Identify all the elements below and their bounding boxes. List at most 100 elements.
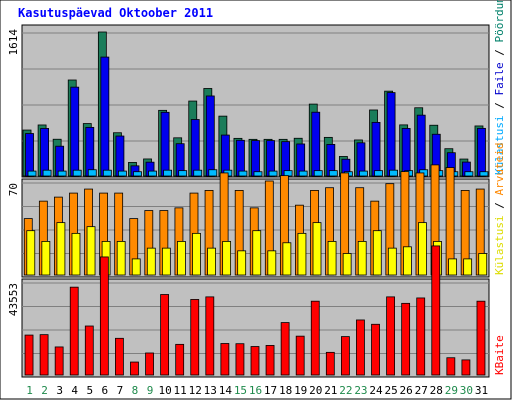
panel-max-label: 43553 bbox=[7, 283, 20, 316]
bar-k-lastusi-day-13 bbox=[208, 169, 218, 177]
bar-k-lastusi-day-24 bbox=[374, 170, 383, 177]
bar-kbaite-day-15 bbox=[235, 343, 245, 376]
x-axis: 1 2 3 4 5 6 7 8 9 10 11 12 13 14 15 16 17 18 19 20 21 22 23 24 2… bbox=[26, 384, 488, 397]
bar-kbaite-day-6 bbox=[99, 256, 109, 376]
bar-k-lastusi-day-14 bbox=[222, 241, 232, 276]
bar-k-lastusi-day-23 bbox=[359, 170, 368, 177]
bar-k-lastusi-day-5 bbox=[87, 169, 97, 177]
bar-k-lastusi-day-27 bbox=[418, 222, 427, 276]
panel-series-labels: Külastusi / Arvuteid bbox=[493, 143, 506, 275]
bar-kbaite-day-14 bbox=[220, 343, 230, 376]
x-tick-label: 17 bbox=[264, 384, 277, 397]
bar-faile-day-26 bbox=[401, 128, 411, 177]
bar-k-lastusi-day-2 bbox=[41, 241, 51, 276]
bar-kbaite-day-22 bbox=[340, 336, 350, 376]
bar-k-lastusi-day-31 bbox=[478, 253, 488, 276]
x-tick-label: 9 bbox=[147, 384, 154, 397]
bar-k-lastusi-day-30 bbox=[463, 258, 473, 276]
bar-k-lastusi-day-18 bbox=[282, 242, 292, 276]
bar-kbaite-day-8 bbox=[130, 361, 139, 376]
x-tick-label: 20 bbox=[309, 384, 322, 397]
bar-k-lastusi-day-5 bbox=[86, 226, 96, 276]
bar-kbaite-day-5 bbox=[84, 325, 94, 376]
bar-k-lastusi-day-21 bbox=[327, 241, 337, 276]
bar-kbaite-day-11 bbox=[175, 343, 185, 376]
x-tick-label: 13 bbox=[204, 384, 217, 397]
bar-faile-day-13 bbox=[205, 95, 215, 177]
panel-series-labels: Külastusi / Faile / Pöördumisi bbox=[493, 0, 506, 175]
x-tick-label: 15 bbox=[234, 384, 247, 397]
x-tick-label: 4 bbox=[71, 384, 78, 397]
bar-k-lastusi-day-7 bbox=[118, 170, 127, 177]
bar-kbaite-day-3 bbox=[54, 346, 64, 376]
series-label: / bbox=[493, 196, 506, 216]
bar-faile-day-20 bbox=[311, 111, 321, 177]
bar-faile-day-16 bbox=[251, 140, 260, 177]
bar-faile-day-4 bbox=[70, 86, 80, 177]
bar-kbaite-day-29 bbox=[446, 357, 456, 376]
x-tick-label: 29 bbox=[445, 384, 458, 397]
bar-kbaite-day-25 bbox=[386, 296, 395, 376]
bar-kbaite-day-7 bbox=[115, 337, 124, 376]
bar-k-lastusi-day-21 bbox=[328, 170, 338, 177]
bar-k-lastusi-day-30 bbox=[464, 171, 474, 177]
series-label: Külastusi bbox=[493, 215, 506, 275]
series-label: KBaite bbox=[493, 335, 506, 375]
bar-k-lastusi-day-12 bbox=[192, 232, 201, 276]
bar-kbaite-day-31 bbox=[476, 300, 486, 376]
bar-k-lastusi-day-6 bbox=[102, 169, 112, 177]
bar-k-lastusi-day-20 bbox=[312, 222, 322, 276]
x-tick-label: 1 bbox=[26, 384, 33, 397]
x-tick-label: 22 bbox=[339, 384, 352, 397]
x-tick-label: 11 bbox=[174, 384, 187, 397]
series-label: Arvuteid bbox=[493, 143, 506, 196]
bar-k-lastusi-day-25 bbox=[389, 169, 398, 177]
x-tick-label: 23 bbox=[354, 384, 367, 397]
x-tick-label: 10 bbox=[158, 384, 171, 397]
bar-k-lastusi-day-19 bbox=[298, 170, 308, 177]
bar-kbaite-day-12 bbox=[190, 299, 200, 376]
bar-kbaite-day-24 bbox=[371, 323, 380, 376]
bar-faile-day-1 bbox=[25, 133, 34, 177]
bar-k-lastusi-day-31 bbox=[479, 171, 489, 177]
bar-kbaite-day-19 bbox=[295, 335, 305, 376]
chart-panels: 1614 Külastusi / Faile / Pöördumisi 70 Küla… bbox=[7, 0, 506, 378]
bar-k-lastusi-day-11 bbox=[178, 170, 188, 177]
panel-middle: 70 Külastusi / Arvuteid bbox=[7, 143, 506, 278]
bar-k-lastusi-day-18 bbox=[283, 170, 293, 177]
bar-kbaite-day-9 bbox=[145, 352, 154, 376]
series-label: Faile bbox=[493, 62, 506, 95]
bar-k-lastusi-day-3 bbox=[56, 222, 66, 276]
x-tick-label: 6 bbox=[102, 384, 109, 397]
bar-k-lastusi-day-11 bbox=[177, 241, 186, 276]
panel-max-label: 1614 bbox=[7, 29, 20, 56]
bar-kbaite-day-1 bbox=[24, 334, 34, 376]
bar-k-lastusi-day-3 bbox=[57, 170, 67, 177]
bar-faile-day-5 bbox=[85, 126, 95, 177]
x-tick-label: 30 bbox=[460, 384, 473, 397]
bar-k-lastusi-day-4 bbox=[72, 169, 82, 177]
x-tick-label: 3 bbox=[56, 384, 63, 397]
x-tick-label: 26 bbox=[400, 384, 413, 397]
panel-max-label: 70 bbox=[7, 183, 20, 196]
bar-k-lastusi-day-1 bbox=[27, 170, 37, 177]
x-tick-label: 2 bbox=[41, 384, 48, 397]
bar-kbaite-day-28 bbox=[431, 245, 441, 376]
bar-k-lastusi-day-17 bbox=[267, 250, 277, 276]
bar-k-lastusi-day-8 bbox=[131, 258, 141, 276]
bar-kbaite-day-2 bbox=[39, 334, 49, 376]
bar-k-lastusi-day-13 bbox=[207, 247, 216, 276]
x-tick-label: 18 bbox=[279, 384, 292, 397]
x-tick-label: 16 bbox=[249, 384, 262, 397]
bar-faile-day-31 bbox=[477, 127, 486, 177]
x-tick-label: 19 bbox=[294, 384, 307, 397]
bar-faile-day-2 bbox=[40, 128, 49, 177]
x-tick-label: 31 bbox=[475, 384, 488, 397]
bar-k-lastusi-day-7 bbox=[116, 241, 126, 276]
bar-kbaite-day-27 bbox=[416, 297, 426, 376]
bar-faile-day-27 bbox=[416, 114, 426, 177]
bar-faile-day-25 bbox=[386, 92, 396, 177]
bar-kbaite-day-21 bbox=[325, 351, 335, 376]
bar-k-lastusi-day-29 bbox=[448, 258, 457, 276]
